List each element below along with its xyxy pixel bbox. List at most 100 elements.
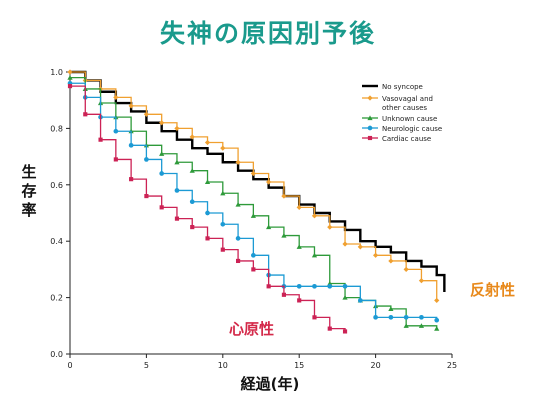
y-axis-label: 生存率 [21, 163, 37, 219]
data-point [67, 75, 73, 80]
data-point [296, 244, 302, 249]
data-point [67, 84, 73, 89]
data-point [327, 283, 333, 289]
x-tick-label: 10 [218, 361, 228, 370]
series-group [67, 69, 446, 334]
data-point [204, 179, 211, 185]
data-point [296, 283, 302, 289]
data-point [312, 315, 317, 320]
data-point [159, 205, 164, 210]
data-point [342, 283, 348, 289]
data-point [159, 171, 165, 176]
data-point [98, 137, 103, 142]
data-point [128, 142, 134, 148]
y-tick-label: 1.0 [50, 68, 63, 77]
x-tick-label: 15 [294, 361, 304, 370]
data-point [189, 134, 195, 140]
data-point [143, 111, 149, 117]
data-point [220, 221, 226, 227]
data-point [266, 284, 271, 289]
x-tick-label: 5 [144, 361, 149, 370]
data-point [266, 224, 272, 230]
data-point [311, 213, 318, 219]
data-point [129, 177, 134, 182]
data-point [403, 323, 409, 328]
series-1 [67, 69, 440, 304]
data-point [388, 306, 394, 311]
y-tick-label: 0.4 [50, 237, 63, 246]
data-point [342, 329, 348, 334]
data-point [189, 168, 195, 173]
legend-label: Unknown cause [382, 115, 437, 123]
data-point [281, 193, 287, 199]
data-point [250, 213, 256, 218]
data-point [205, 210, 210, 216]
data-point [418, 278, 425, 284]
data-point [418, 323, 425, 328]
data-point [281, 232, 287, 238]
y-tick-label: 0.0 [50, 350, 63, 359]
data-point [67, 69, 73, 75]
data-point [250, 170, 256, 177]
x-tick-label: 20 [371, 361, 381, 370]
data-point [373, 252, 379, 258]
data-point [144, 157, 149, 162]
data-point [388, 315, 394, 320]
chart-title: 失神の原因別予後 [159, 19, 376, 48]
data-point [205, 236, 210, 241]
data-point [159, 151, 165, 156]
data-point [311, 252, 318, 258]
legend-marker [367, 125, 373, 131]
legend-label: other causes [382, 104, 427, 112]
data-point [174, 216, 180, 221]
legend-marker [367, 115, 373, 121]
data-point [174, 188, 180, 193]
data-point [419, 315, 424, 320]
y-tick-label: 0.6 [50, 181, 63, 190]
data-point [357, 244, 363, 250]
series-3 [67, 80, 440, 323]
data-point [128, 103, 134, 109]
data-point [220, 190, 226, 196]
data-point [434, 317, 440, 323]
data-point [220, 145, 226, 151]
data-point [403, 266, 409, 272]
data-point [357, 298, 363, 303]
data-point [236, 258, 241, 264]
data-point [204, 139, 211, 146]
data-point [174, 125, 180, 131]
data-point [113, 94, 119, 100]
data-point [281, 292, 286, 297]
legend-label: Vasovagal and [382, 95, 433, 103]
data-point [388, 258, 394, 264]
data-point [266, 179, 272, 185]
cardiac-annotation: 心原性 [229, 320, 275, 338]
data-point [159, 120, 165, 126]
data-point [144, 194, 149, 199]
data-point [235, 236, 241, 241]
data-point [327, 224, 333, 230]
data-point [297, 298, 302, 303]
legend-label: No syncope [382, 83, 423, 91]
data-point [83, 112, 88, 117]
data-point [312, 283, 317, 289]
x-axis-label: 経過(年) [240, 375, 300, 393]
x-tick-label: 25 [447, 361, 457, 370]
legend-label: Cardiac cause [382, 135, 431, 143]
y-tick-label: 0.2 [50, 294, 63, 303]
y-tick-label: 0.8 [50, 124, 63, 133]
x-tick-label: 0 [67, 361, 72, 370]
data-point [342, 295, 348, 300]
data-point [189, 199, 195, 205]
data-point [190, 225, 195, 230]
series-line [70, 82, 438, 321]
data-point [235, 159, 241, 165]
series-2 [67, 75, 440, 331]
data-point [113, 128, 119, 134]
legend-label: Neurologic cause [382, 125, 442, 133]
data-point [235, 201, 241, 207]
data-point [113, 157, 118, 162]
legend-marker [367, 135, 373, 141]
